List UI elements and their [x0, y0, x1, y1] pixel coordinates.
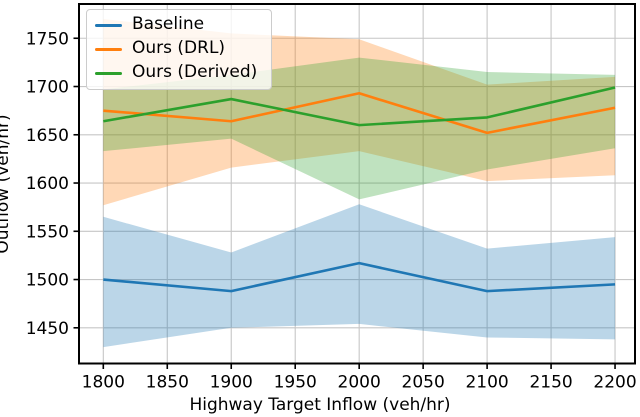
confidence-band-2 [103, 57, 616, 200]
x-tick-label: 2100 [465, 373, 508, 393]
x-tick-label: 2000 [338, 373, 381, 393]
legend-item-ours-derived: Ours (Derived) [95, 61, 263, 85]
x-tick-label: 1850 [146, 373, 189, 393]
series-line-1 [103, 91, 616, 135]
x-tick-label: 1800 [82, 373, 125, 393]
legend-item-ours-drl: Ours (DRL) [95, 38, 263, 62]
y-tick-label: 1550 [26, 222, 69, 242]
x-axis-label: Highway Target Inflow (veh/hr) [189, 395, 451, 415]
y-tick-label: 1650 [26, 126, 69, 146]
y-tick-label: 1450 [26, 319, 69, 339]
x-tick-label: 1950 [274, 373, 317, 393]
legend-line-swatch-baseline [95, 24, 122, 28]
legend-line-swatch-ours-drl [95, 48, 122, 51]
legend: Baseline Ours (DRL) Ours (Derived) [86, 9, 272, 90]
x-tick-label: 2200 [593, 373, 636, 393]
legend-item-baseline: Baseline [95, 14, 263, 38]
legend-label-ours-drl: Ours (DRL) [132, 38, 226, 58]
y-tick-label: 1600 [26, 174, 69, 194]
confidence-band-0 [103, 204, 616, 348]
series-line-2 [103, 86, 616, 127]
y-axis-label: Outflow (veh/hr) [0, 114, 13, 254]
x-tick-label: 2050 [402, 373, 445, 393]
legend-line-swatch-ours-derived [95, 71, 122, 75]
y-tick-label: 1700 [26, 78, 69, 98]
legend-label-ours-derived: Ours (Derived) [132, 61, 258, 82]
y-tick-label: 1750 [26, 29, 69, 49]
x-tick-label: 2150 [529, 373, 572, 393]
legend-label-baseline: Baseline [132, 14, 205, 35]
x-tick-label: 1900 [210, 373, 253, 393]
y-tick-label: 1500 [26, 271, 69, 291]
series-line-0 [103, 261, 616, 293]
plot-border [78, 3, 636, 365]
